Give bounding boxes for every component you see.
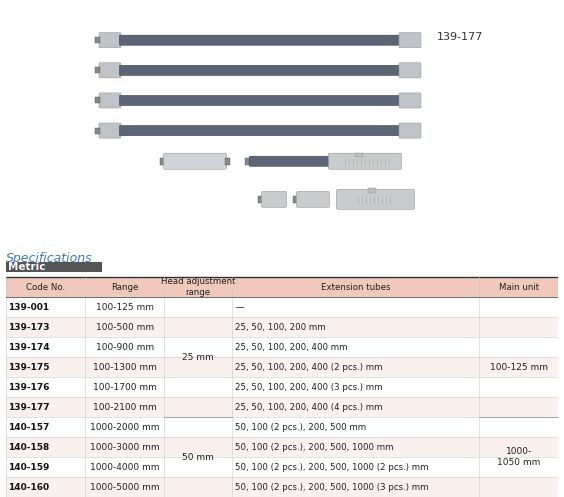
- Bar: [225, 158, 230, 165]
- Text: 25, 50, 100, 200, 400 (3 pcs.) mm: 25, 50, 100, 200, 400 (3 pcs.) mm: [235, 383, 383, 392]
- Bar: [355, 153, 363, 157]
- FancyBboxPatch shape: [399, 123, 421, 138]
- Text: 100-125 mm: 100-125 mm: [490, 363, 548, 372]
- Bar: [95, 67, 100, 74]
- Text: 50, 100 (2 pcs.), 200, 500, 1000 mm: 50, 100 (2 pcs.), 200, 500, 1000 mm: [235, 443, 394, 452]
- Bar: [95, 37, 100, 43]
- Bar: [6, 277, 558, 297]
- Text: 100-1700 mm: 100-1700 mm: [92, 383, 157, 392]
- Bar: [6, 477, 558, 497]
- FancyBboxPatch shape: [249, 156, 331, 166]
- Text: 139-174: 139-174: [8, 343, 50, 352]
- Text: 139-173: 139-173: [8, 323, 50, 332]
- FancyBboxPatch shape: [262, 191, 287, 207]
- Text: 139-001: 139-001: [8, 303, 49, 312]
- Bar: [293, 196, 298, 203]
- FancyBboxPatch shape: [120, 35, 400, 45]
- FancyBboxPatch shape: [99, 123, 121, 138]
- Text: Range: Range: [111, 283, 138, 292]
- FancyBboxPatch shape: [99, 63, 121, 78]
- Text: 50 mm: 50 mm: [182, 453, 214, 462]
- Bar: [258, 196, 263, 203]
- Text: 50, 100 (2 pcs.), 200, 500 mm: 50, 100 (2 pcs.), 200, 500 mm: [235, 422, 367, 431]
- Text: 140-157: 140-157: [8, 422, 49, 431]
- Text: 25, 50, 100, 200, 400 (4 pcs.) mm: 25, 50, 100, 200, 400 (4 pcs.) mm: [235, 403, 383, 412]
- Text: 100-900 mm: 100-900 mm: [96, 343, 154, 352]
- Bar: [6, 457, 558, 477]
- Text: 139-176: 139-176: [8, 383, 50, 392]
- Bar: [6, 397, 558, 417]
- Bar: [6, 357, 558, 377]
- Text: 140-158: 140-158: [8, 443, 49, 452]
- FancyBboxPatch shape: [164, 153, 227, 169]
- Bar: [95, 128, 100, 134]
- Text: Specifications: Specifications: [6, 252, 92, 265]
- Text: 100-1300 mm: 100-1300 mm: [92, 363, 157, 372]
- Text: 100-125 mm: 100-125 mm: [96, 303, 154, 312]
- FancyBboxPatch shape: [328, 153, 402, 169]
- FancyBboxPatch shape: [99, 93, 121, 108]
- Text: Extension tubes: Extension tubes: [321, 283, 390, 292]
- Text: 139-175: 139-175: [8, 363, 50, 372]
- Text: 25, 50, 100, 200 mm: 25, 50, 100, 200 mm: [235, 323, 326, 332]
- FancyBboxPatch shape: [337, 189, 415, 209]
- Text: 50, 100 (2 pcs.), 200, 500, 1000 (2 pcs.) mm: 50, 100 (2 pcs.), 200, 500, 1000 (2 pcs.…: [235, 463, 429, 472]
- Bar: [6, 317, 558, 337]
- Text: Head adjustment
range: Head adjustment range: [161, 277, 235, 297]
- FancyBboxPatch shape: [399, 63, 421, 78]
- Text: 1000-
1050 mm: 1000- 1050 mm: [497, 447, 540, 467]
- Bar: [160, 158, 165, 165]
- FancyBboxPatch shape: [120, 95, 400, 105]
- FancyBboxPatch shape: [297, 191, 329, 207]
- FancyBboxPatch shape: [99, 33, 121, 48]
- Text: 140-159: 140-159: [8, 463, 49, 472]
- Text: 1000-2000 mm: 1000-2000 mm: [90, 422, 160, 431]
- Text: 1000-3000 mm: 1000-3000 mm: [90, 443, 160, 452]
- Bar: [6, 437, 558, 457]
- Text: 100-500 mm: 100-500 mm: [96, 323, 154, 332]
- Bar: [6, 377, 558, 397]
- Text: 1000-5000 mm: 1000-5000 mm: [90, 483, 160, 492]
- Bar: [245, 158, 250, 165]
- Text: Metric: Metric: [8, 262, 46, 272]
- Bar: [6, 417, 558, 437]
- Text: 1000-4000 mm: 1000-4000 mm: [90, 463, 160, 472]
- Bar: [95, 97, 100, 103]
- Text: 140-160: 140-160: [8, 483, 49, 492]
- Text: Code No.: Code No.: [26, 283, 65, 292]
- FancyBboxPatch shape: [120, 65, 400, 76]
- Bar: [6, 297, 558, 317]
- Text: 25, 50, 100, 200, 400 mm: 25, 50, 100, 200, 400 mm: [235, 343, 348, 352]
- Text: 25 mm: 25 mm: [182, 353, 214, 362]
- Bar: [368, 188, 376, 193]
- Text: 100-2100 mm: 100-2100 mm: [93, 403, 157, 412]
- FancyBboxPatch shape: [399, 33, 421, 48]
- Text: 139-177: 139-177: [8, 403, 50, 412]
- Bar: [6, 337, 558, 357]
- Bar: [6, 262, 103, 272]
- Text: —: —: [235, 303, 244, 312]
- Text: 25, 50, 100, 200, 400 (2 pcs.) mm: 25, 50, 100, 200, 400 (2 pcs.) mm: [235, 363, 383, 372]
- FancyBboxPatch shape: [120, 126, 400, 136]
- Text: Main unit: Main unit: [499, 283, 539, 292]
- FancyBboxPatch shape: [399, 93, 421, 108]
- Text: 50, 100 (2 pcs.), 200, 500, 1000 (3 pcs.) mm: 50, 100 (2 pcs.), 200, 500, 1000 (3 pcs.…: [235, 483, 429, 492]
- Text: 139-177: 139-177: [437, 32, 483, 42]
